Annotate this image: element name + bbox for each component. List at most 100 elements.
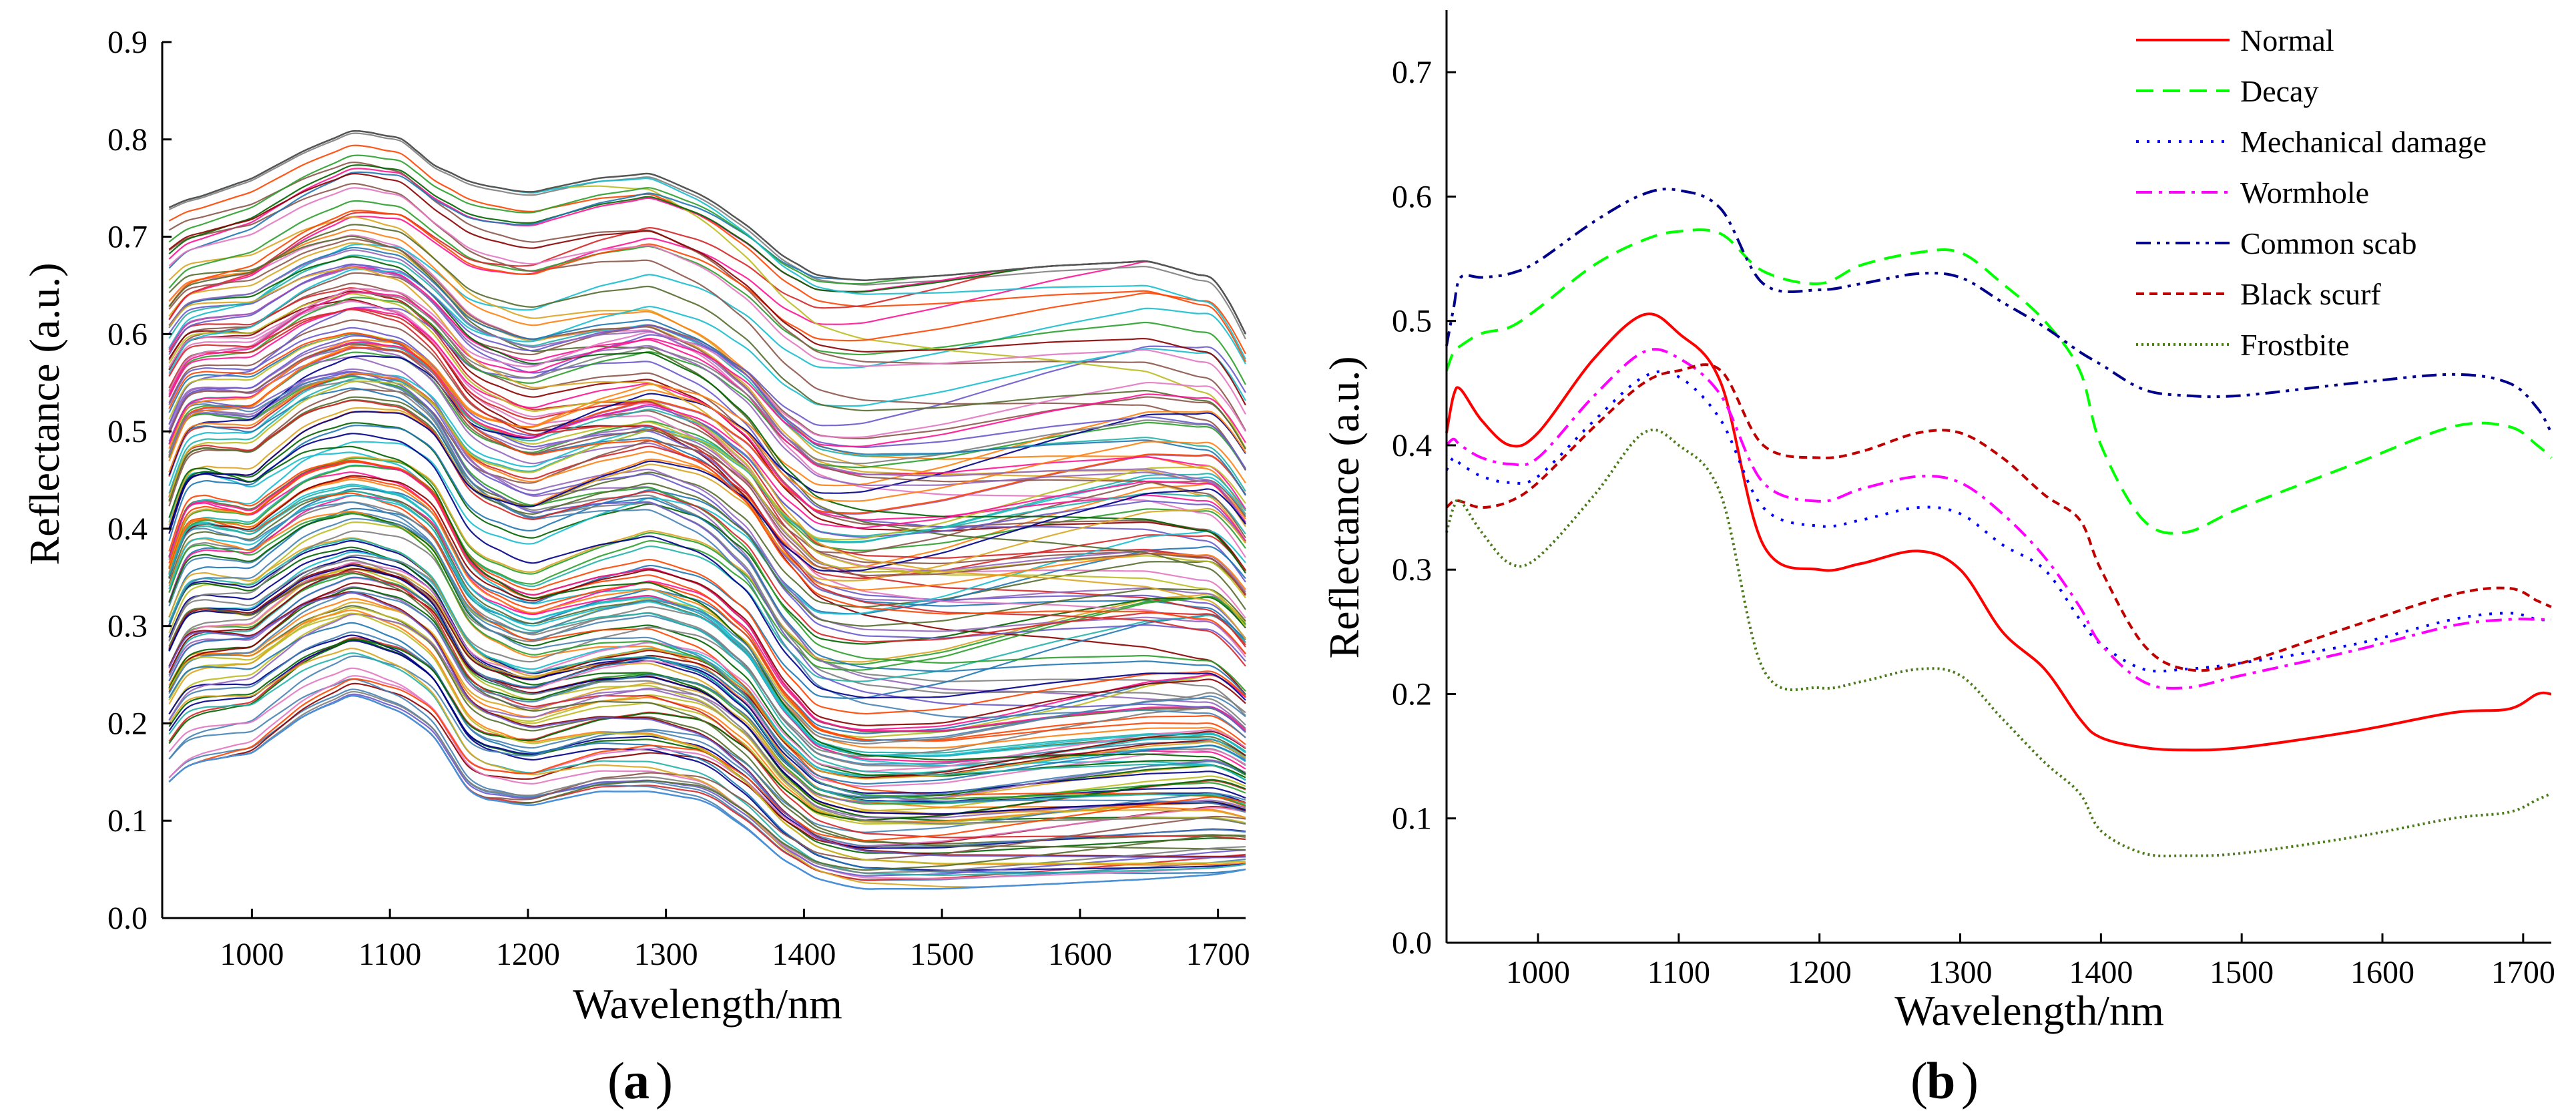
spectrum-curve <box>168 433 1246 701</box>
panel-b-x-tick-label: 1100 <box>1647 955 1710 990</box>
spectrum-curve <box>168 216 1246 542</box>
panel-a-y-tick-label: 0.1 <box>107 803 148 839</box>
series-line-mechanical-damage <box>1445 370 2552 673</box>
spectrum-curve <box>168 256 1246 574</box>
panel-b-legend: Normal Decay Mechanical damage Wormhole Comm… <box>2136 23 2487 362</box>
spectrum-curve <box>168 263 1246 583</box>
panel-a-axes: 1000 1100 1200 1300 1400 1500 1600 1700 0.0 0.1 0.… <box>107 25 1250 972</box>
spectrum-curve <box>168 546 1246 825</box>
spectrum-curve <box>168 492 1246 807</box>
spectrum-curve <box>168 564 1246 815</box>
spectrum-curve <box>168 586 1246 819</box>
panel-b-y-tick-label: 0.2 <box>1392 676 1432 712</box>
panel-a-spectra-curves <box>168 130 1247 890</box>
spectrum-curve <box>168 243 1246 369</box>
panel-a-x-axis-label: Wavelength/nm <box>573 980 842 1028</box>
spectrum-curve <box>168 456 1246 663</box>
panel-b-x-tick-label: 1200 <box>1788 955 1852 990</box>
spectrum-curve <box>168 559 1246 825</box>
spectrum-curve <box>168 238 1246 539</box>
panel-b-x-axis-label: Wavelength/nm <box>1894 987 2164 1034</box>
spectrum-curve <box>168 612 1246 865</box>
spectrum-curve <box>168 334 1246 543</box>
spectrum-curve <box>168 501 1246 813</box>
panel-a-x-tick-label: 1600 <box>1048 937 1112 972</box>
panel-b-x-tick-label: 1500 <box>2210 955 2274 990</box>
spectrum-curve <box>168 477 1246 741</box>
panel-a-y-tick-label: 0.0 <box>107 901 148 936</box>
svg-text:): ) <box>1961 1052 1979 1110</box>
panel-b-x-tick-label: 1600 <box>2350 955 2414 990</box>
panel-b-class-curves <box>1445 188 2553 858</box>
panel-a-y-tick-label: 0.8 <box>107 122 148 158</box>
spectrum-curve <box>168 343 1246 595</box>
spectrum-curve-max <box>168 130 1247 334</box>
spectrum-curve <box>168 512 1246 807</box>
spectrum-curve <box>168 614 1246 803</box>
spectrum-curve <box>168 399 1246 646</box>
panel-b-x-tick-label: 1700 <box>2491 955 2555 990</box>
spectrum-curve <box>168 537 1246 805</box>
spectrum-curve <box>168 693 1246 877</box>
spectrum-curve <box>168 490 1246 780</box>
panel-a-y-tick-label: 0.7 <box>107 220 148 255</box>
spectrum-curve <box>168 183 1246 471</box>
panel-b-y-tick-label: 0.4 <box>1392 428 1432 463</box>
spectrum-curve <box>168 373 1246 591</box>
spectrum-curve <box>168 407 1246 582</box>
spectrum-curve <box>168 187 1246 415</box>
spectrum-curve <box>168 521 1246 738</box>
spectrum-curve <box>168 487 1246 699</box>
panel-b-y-tick-label: 0.6 <box>1392 179 1432 214</box>
spectrum-curve <box>168 478 1246 749</box>
spectrum-curve <box>168 494 1246 756</box>
panel-b-y-tick-label: 0.3 <box>1392 552 1432 588</box>
spectrum-curve <box>168 576 1246 785</box>
spectrum-curve <box>168 461 1246 715</box>
panel-b-axes: 1000 1100 1200 1300 1400 1500 1600 1700 0.0 0.1 0.… <box>1392 10 2555 990</box>
spectrum-curve <box>168 483 1246 758</box>
spectrum-curve <box>168 411 1246 572</box>
panel-a-x-tick-label: 1700 <box>1186 937 1250 972</box>
legend-label: Black scurf <box>2240 277 2381 311</box>
spectrum-curve <box>168 319 1246 596</box>
panel-b-y-axis-label: Reflectance (a.u.) <box>1320 356 1368 658</box>
spectrum-curve <box>168 475 1246 726</box>
panel-a-x-tick-label: 1500 <box>910 937 974 972</box>
spectrum-curve <box>168 422 1246 645</box>
panel-a-letter: a <box>623 1052 650 1110</box>
series-line-black-scurf <box>1445 363 2552 672</box>
series-line-common-scab <box>1445 188 2553 434</box>
panel-b-y-tick-label: 0.1 <box>1392 801 1432 837</box>
spectrum-curve <box>168 582 1246 779</box>
legend-label: Normal <box>2240 23 2334 57</box>
panel-a: 1000 1100 1200 1300 1400 1500 1600 1700 0.0 0.1 0.… <box>21 25 1250 1110</box>
spectrum-curve <box>168 675 1246 847</box>
panel-b-x-tick-label: 1400 <box>2069 955 2133 990</box>
spectrum-curve <box>168 168 1246 334</box>
panel-a-y-tick-label: 0.4 <box>107 511 148 547</box>
spectrum-curve <box>168 445 1246 774</box>
spectrum-curve <box>168 634 1246 871</box>
spectrum-curve <box>168 375 1246 738</box>
spectrum-curve <box>168 371 1246 733</box>
spectrum-curve <box>168 268 1246 407</box>
panel-b-y-tick-label: 0.5 <box>1392 304 1432 339</box>
spectrum-curve <box>168 465 1246 671</box>
spectrum-curve <box>168 652 1246 876</box>
panel-a-y-tick-label: 0.2 <box>107 706 148 741</box>
panel-a-y-tick-label: 0.3 <box>107 609 148 644</box>
panel-a-y-axis-label: Reflectance (a.u.) <box>21 262 68 565</box>
legend-label: Decay <box>2240 74 2318 108</box>
panel-b-y-tick-label: 0.7 <box>1392 55 1432 90</box>
panel-a-x-tick-label: 1100 <box>358 937 421 972</box>
spectrum-curve <box>168 507 1246 734</box>
panel-a-y-tick-label: 0.5 <box>107 414 148 449</box>
spectrum-curve <box>168 339 1246 502</box>
series-line-frostbite <box>1445 428 2552 858</box>
spectrum-curve <box>168 246 1246 496</box>
spectrum-curve <box>168 485 1246 754</box>
spectrum-curve <box>168 249 1246 525</box>
legend-label: Mechanical damage <box>2240 125 2487 159</box>
